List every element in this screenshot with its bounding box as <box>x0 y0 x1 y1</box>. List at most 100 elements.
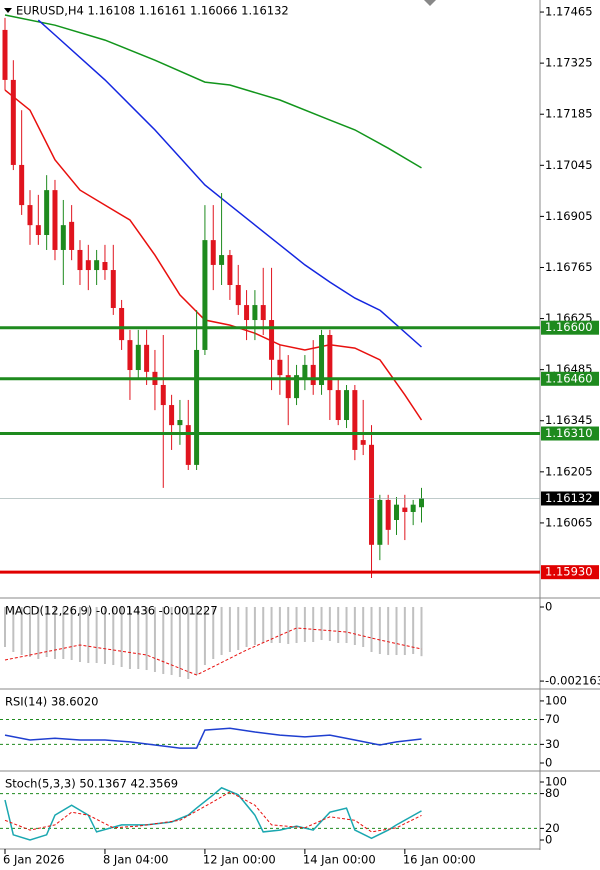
indicator-line <box>37 19 422 348</box>
y-tick-label: 100 <box>545 774 567 788</box>
macd-bar <box>137 606 140 669</box>
macd-bar <box>195 606 198 676</box>
y-tick-label: 1.17465 <box>545 5 593 19</box>
macd-bar <box>270 606 273 643</box>
indicator-line <box>4 627 422 676</box>
panel-title: MACD(12,26,9) -0.001436 -0.001227 <box>5 604 218 618</box>
macd-bar <box>128 606 131 669</box>
macd-bar <box>70 606 73 661</box>
candle-body <box>352 390 358 450</box>
menu-triangle[interactable] <box>4 8 12 13</box>
indicator-line <box>4 14 422 169</box>
candle-body <box>185 425 191 465</box>
candle-body <box>310 364 316 385</box>
candle-body <box>194 349 200 465</box>
candle-body <box>419 498 424 508</box>
macd-bar <box>162 606 165 674</box>
level-label-box <box>541 371 599 386</box>
candle-body <box>277 359 283 376</box>
candle-body <box>369 444 375 545</box>
candle-body <box>19 164 25 206</box>
y-tick-label: 0 <box>545 755 552 769</box>
level-label: 1.16600 <box>545 320 593 334</box>
candle-body <box>260 305 266 321</box>
macd-bar <box>228 606 231 652</box>
candle-body <box>344 390 350 421</box>
macd-bar <box>253 606 256 646</box>
level-label: 1.16310 <box>545 426 593 440</box>
macd-bar <box>345 606 348 643</box>
y-tick-label: 1.17325 <box>545 56 593 70</box>
macd-bar <box>237 606 240 651</box>
y-tick-label: 1.16205 <box>545 464 593 478</box>
y-tick-label: 1.16065 <box>545 515 593 529</box>
candle-body <box>202 240 208 350</box>
last-price-label: 1.16132 <box>545 491 593 505</box>
x-tick-label: 6 Jan 2026 <box>3 853 65 867</box>
macd-bar <box>353 606 356 646</box>
y-tick-label: -0.002163 <box>545 674 600 688</box>
candle-body <box>269 320 275 360</box>
candle-body <box>144 344 150 372</box>
macd-bar <box>212 606 215 659</box>
level-label-box <box>541 565 599 580</box>
x-tick-label: 14 Jan 00:00 <box>303 853 376 867</box>
candle-body <box>160 384 166 406</box>
candle-body <box>102 262 108 271</box>
candle-body <box>360 440 366 445</box>
macd-bar <box>145 606 148 671</box>
x-tick-label: 8 Jan 04:00 <box>103 853 168 867</box>
candle-body <box>94 260 100 271</box>
panel-title: RSI(14) 38.6020 <box>5 695 99 709</box>
candle-body <box>219 255 225 265</box>
macd-bar <box>120 606 123 668</box>
y-tick-label: 1.17045 <box>545 158 593 172</box>
macd-bar <box>28 606 31 657</box>
candle-body <box>402 507 408 512</box>
level-label: 1.15930 <box>545 565 593 579</box>
indicator-line <box>4 786 422 841</box>
macd-bar <box>220 606 223 656</box>
y-tick-label: 1.16345 <box>545 413 593 427</box>
macd-bar <box>403 606 406 656</box>
macd-bar <box>37 606 40 659</box>
candle-body <box>27 205 33 226</box>
y-tick-label: 0 <box>545 832 552 846</box>
y-tick-label: 80 <box>545 786 560 800</box>
candle-body <box>235 284 241 306</box>
candle-body <box>52 190 58 250</box>
macd-bar <box>295 606 298 643</box>
macd-bar <box>4 606 6 647</box>
candle-body <box>302 364 308 380</box>
y-tick-label: 1.16765 <box>545 260 593 274</box>
panel-title: EURUSD,H4 1.16108 1.16161 1.16066 1.1613… <box>16 4 289 18</box>
last-price-box <box>541 491 599 506</box>
macd-bar <box>12 606 15 652</box>
macd-bar <box>337 606 340 643</box>
y-tick-label: 0 <box>545 599 552 613</box>
candle-body <box>169 405 175 426</box>
macd-bar <box>95 606 98 663</box>
macd-bar <box>262 606 265 643</box>
candle-body <box>377 499 383 545</box>
macd-bar <box>203 606 206 666</box>
candle-body <box>135 344 141 371</box>
macd-bar <box>170 606 173 676</box>
candle-body <box>35 225 41 236</box>
shift-marker <box>424 0 436 6</box>
candle-body <box>319 334 325 385</box>
candle-body <box>252 305 258 321</box>
candle-body <box>119 307 125 341</box>
level-label-box <box>541 320 599 335</box>
macd-bar <box>153 606 156 673</box>
y-tick-label: 20 <box>545 821 560 835</box>
candle-body <box>327 334 333 391</box>
indicator-line <box>4 791 422 833</box>
macd-bar <box>328 606 331 642</box>
candle-body <box>127 340 133 371</box>
macd-bar <box>245 606 248 647</box>
level-label-box <box>541 426 599 441</box>
macd-bar <box>412 606 415 654</box>
candle-body <box>294 375 300 399</box>
